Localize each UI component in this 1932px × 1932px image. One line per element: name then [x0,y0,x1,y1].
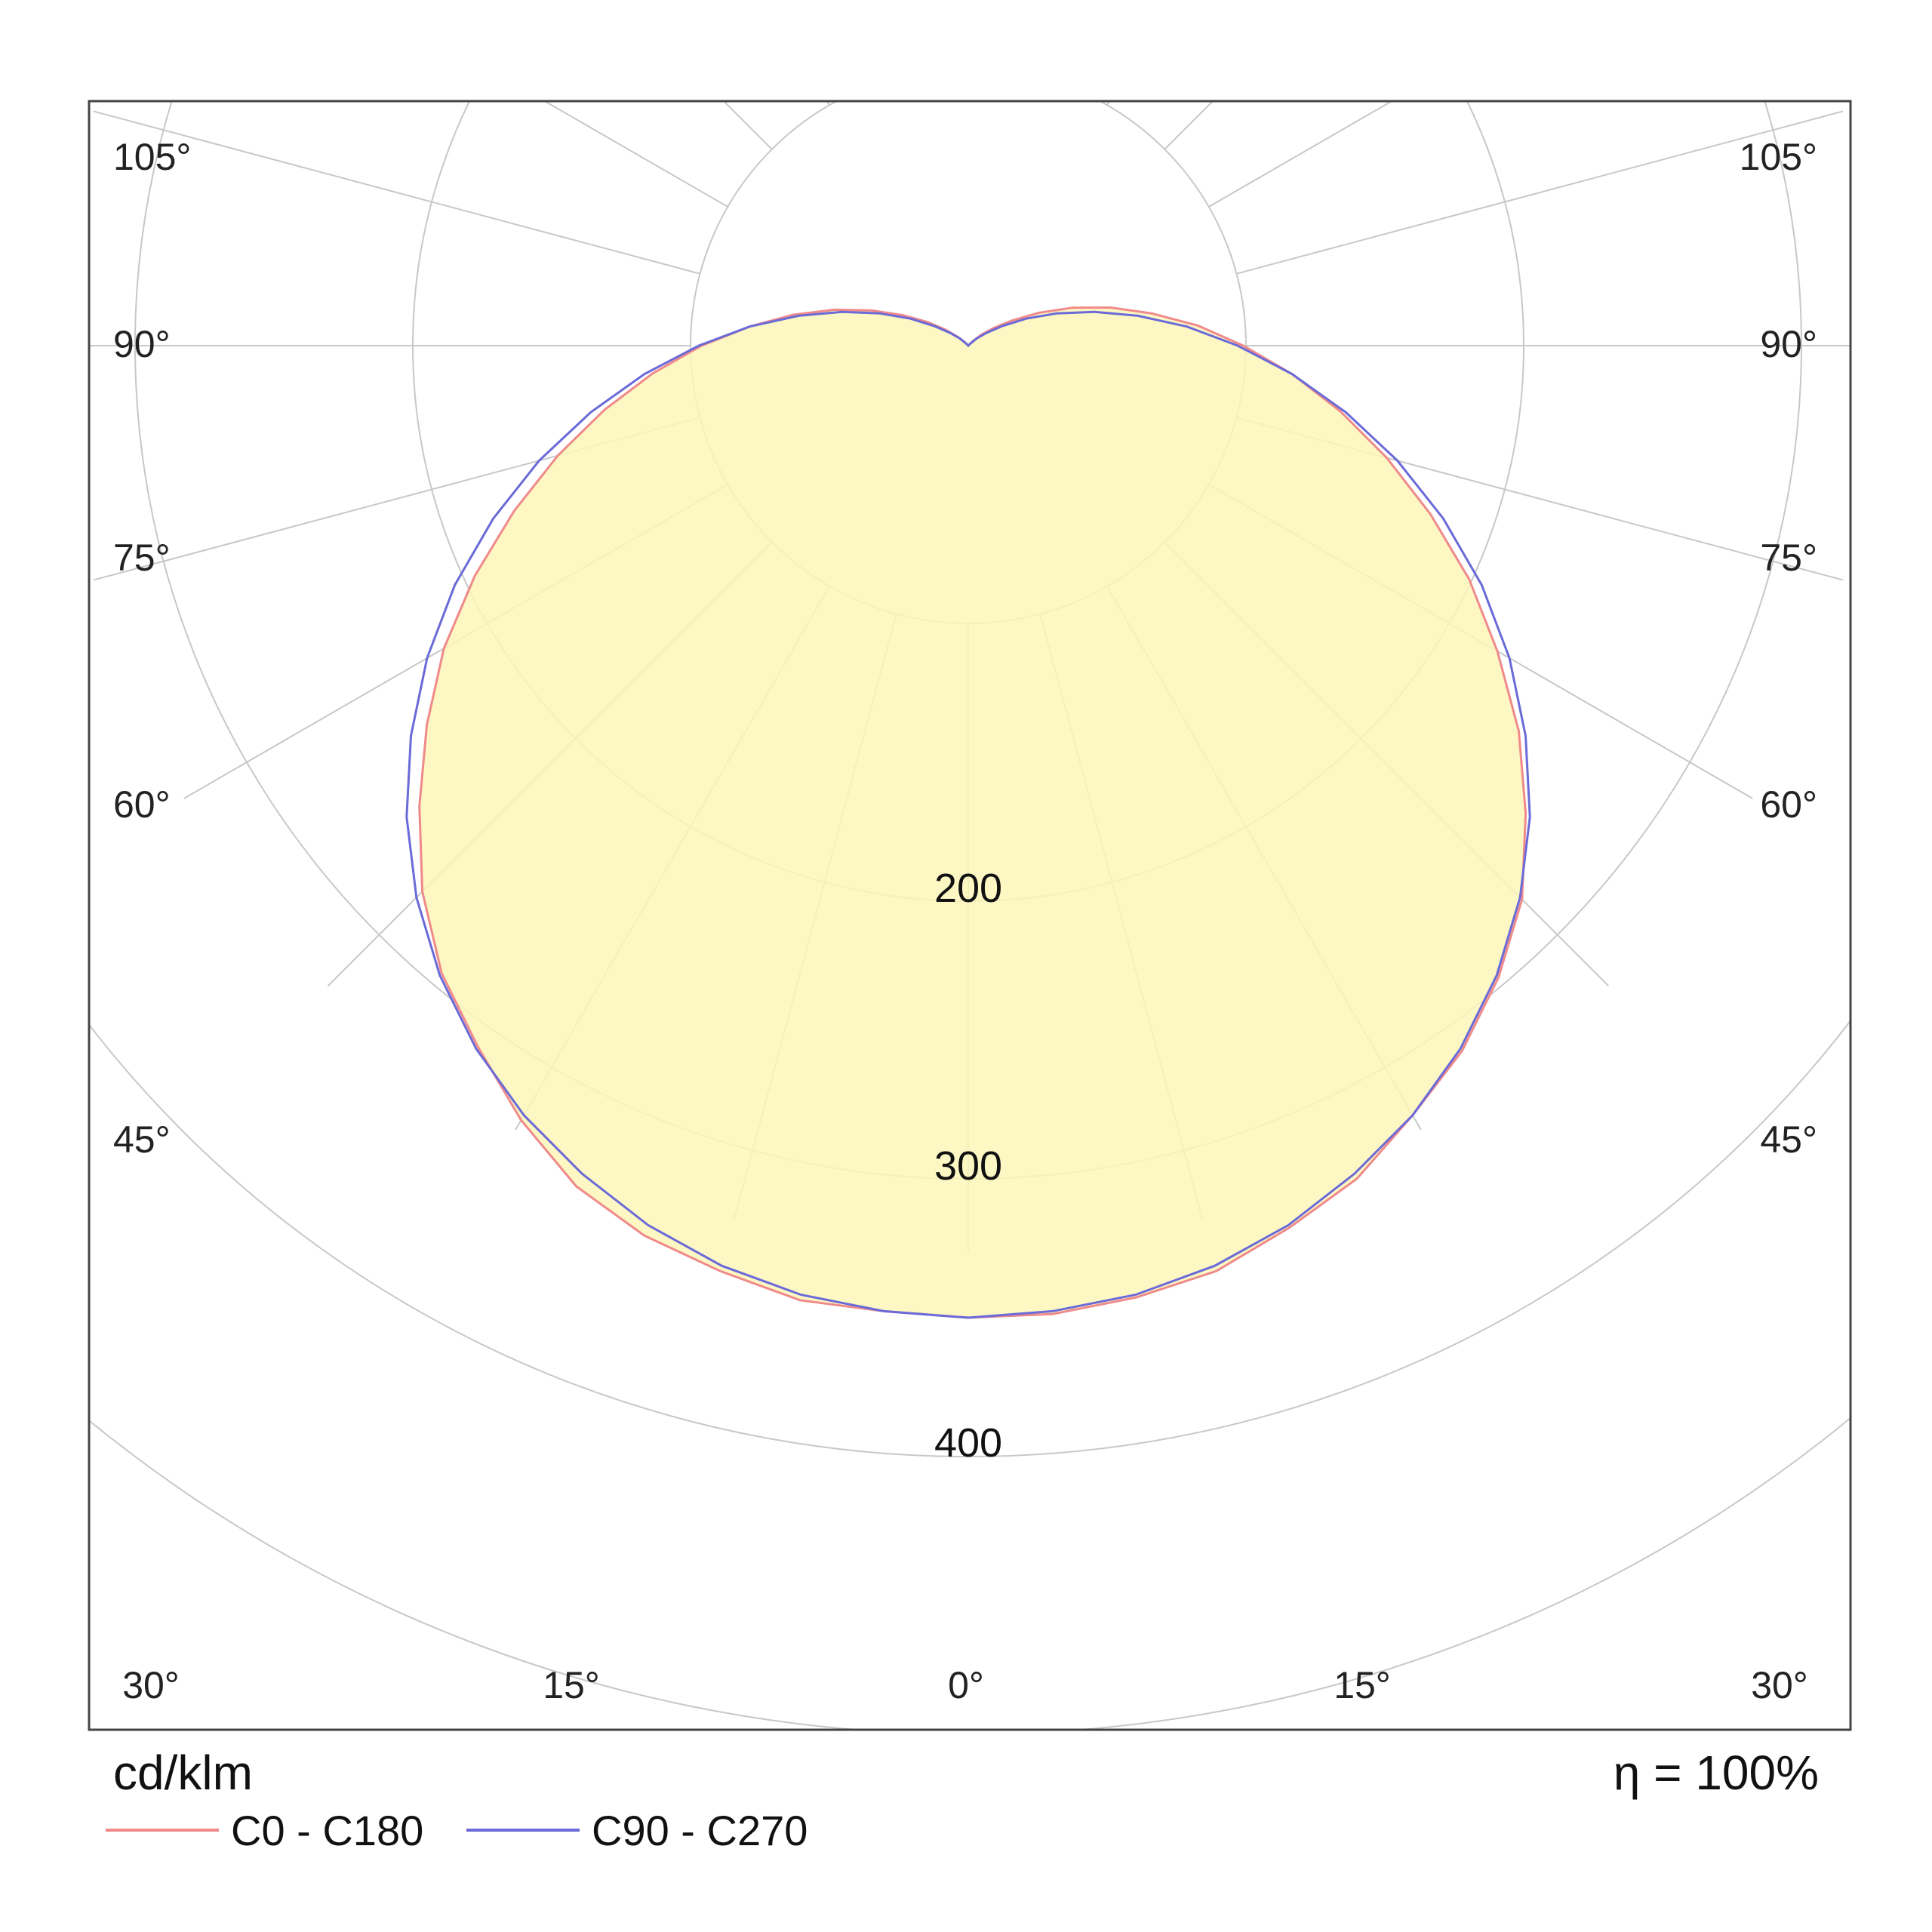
angle-label-left-0: 105° [113,136,191,178]
angle-label-left-1: 90° [113,323,171,365]
angle-label-right-1: 90° [1760,323,1817,365]
angle-label-left-3: 60° [113,783,171,826]
legend-swatch-c90-c270 [466,1829,580,1832]
ring-label-200: 200 [934,866,1002,911]
axis-labels: 200 300 400 105° 105° 90° 90° 75° 75° 60° 60° 45° 45… [113,136,1817,1706]
angle-label-bottom-0: 30° [122,1664,180,1706]
grid-spoke-240 [543,101,728,208]
angle-label-left-2: 75° [113,537,171,579]
plot-frame [88,100,1852,1731]
grid-spoke-105 [1236,110,1844,275]
legend-item-c0-c180: C0 - C180 [106,1804,423,1857]
angle-label-right-0: 105° [1740,136,1817,178]
grid-spoke-120 [1208,101,1394,208]
angle-label-bottom-2: 0° [948,1664,984,1706]
legend-swatch-c0-c180 [106,1829,219,1832]
grid-ring-400 [89,1019,1850,1457]
intensity-curves [405,306,1531,1319]
legend-item-c90-c270: C90 - C270 [466,1804,808,1857]
unit-label: cd/klm [113,1746,253,1800]
grid-spoke-210 [826,101,830,106]
ring-label-400: 400 [934,1420,1002,1466]
legend-label-c0-c180: C0 - C180 [231,1806,424,1854]
angle-label-bottom-1: 15° [543,1664,600,1706]
grid-spoke-165 [1040,0,1202,78]
angle-label-right-4: 45° [1760,1118,1817,1161]
grid-spoke-255 [93,110,700,275]
angle-label-bottom-3: 15° [1334,1664,1391,1706]
curve-c90-c270 [405,310,1531,1319]
grid-spoke-150 [1106,101,1111,106]
angle-label-left-4: 45° [113,1118,171,1161]
angle-label-right-2: 75° [1760,537,1817,579]
grid-spoke-195 [734,0,896,78]
intensity-area-fill [419,307,1526,1318]
ring-label-300: 300 [934,1143,1002,1189]
legend-label-c90-c270: C90 - C270 [592,1806,808,1854]
efficiency-label: η = 100% [1613,1746,1819,1800]
angle-label-bottom-4: 30° [1751,1664,1808,1706]
angle-label-right-3: 60° [1760,783,1817,826]
